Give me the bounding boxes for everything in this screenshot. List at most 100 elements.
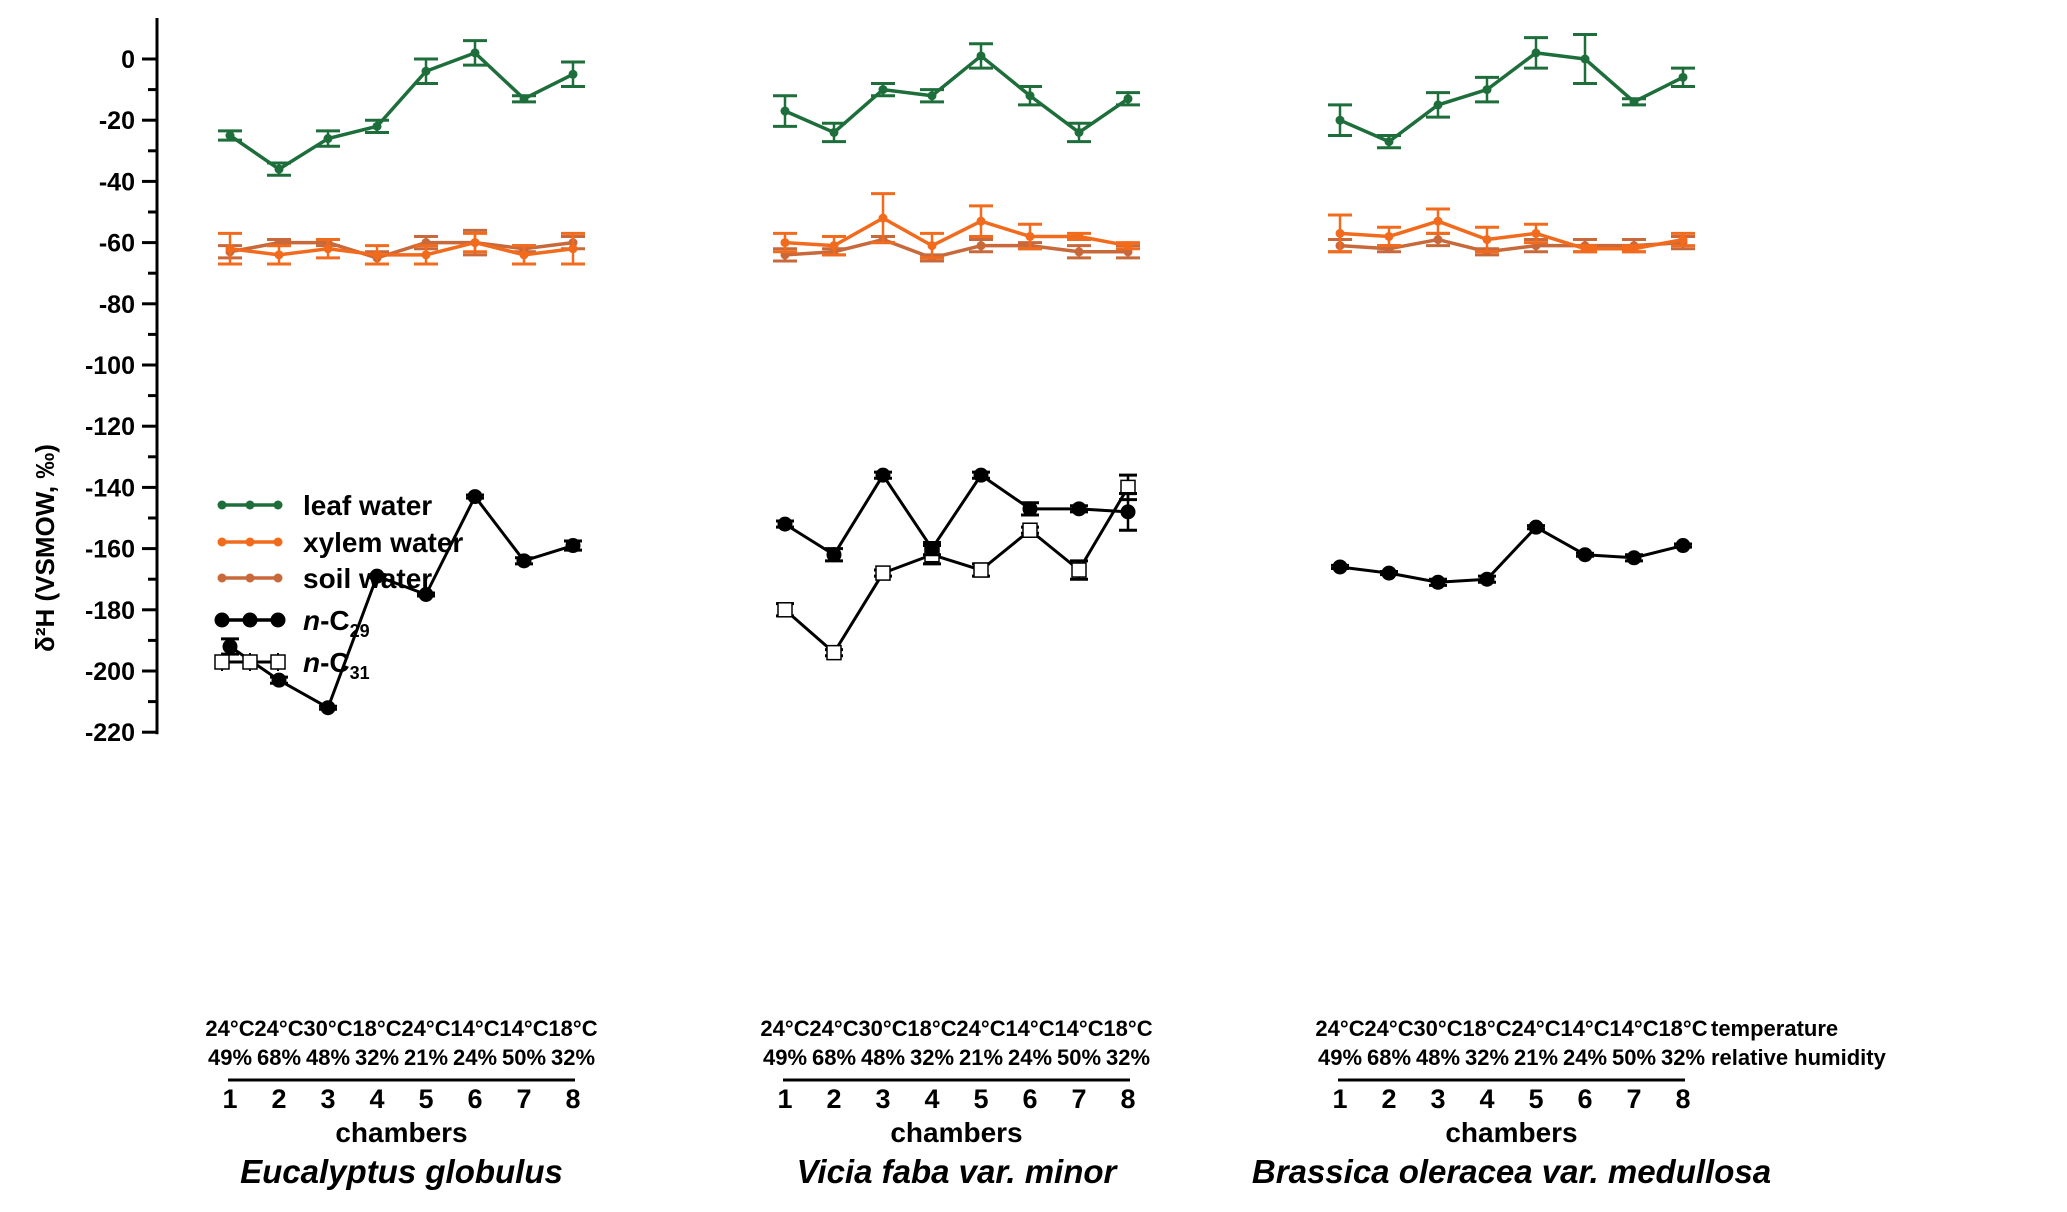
series-xylem	[218, 231, 585, 266]
humidity-label: 68%	[257, 1045, 301, 1070]
legend-entry-c29: n-C29	[214, 605, 370, 641]
legend-marker	[270, 654, 286, 670]
chamber-number: 5	[1528, 1084, 1543, 1114]
chamber-number: 7	[1071, 1084, 1086, 1114]
data-point-xylem	[421, 250, 431, 260]
data-point-leaf	[878, 85, 888, 95]
humidity-label: 48%	[1416, 1045, 1460, 1070]
humidity-label: 48%	[306, 1045, 350, 1070]
data-point-xylem	[1580, 244, 1590, 254]
data-point-xylem	[372, 250, 382, 260]
data-point-c29	[320, 700, 336, 716]
data-point-c29	[467, 489, 483, 505]
x-axis-label: chambers	[890, 1117, 1022, 1148]
data-point-leaf	[421, 66, 431, 76]
chamber-number: 3	[1430, 1084, 1445, 1114]
condition-labels: 24°C 24°C 30°C 18°C 24°C 14°C 14°C 18°C49% 68% 48…	[1315, 1016, 1707, 1070]
chamber-number: 5	[418, 1084, 433, 1114]
series-xylem	[773, 192, 1140, 260]
legend-marker	[273, 500, 283, 510]
y-tick-label: -160	[85, 536, 135, 564]
temperature-label: 14°C	[499, 1016, 548, 1041]
data-point-c29	[1430, 574, 1446, 590]
series-line-c29	[1339, 525, 1684, 584]
y-tick-label: -180	[85, 597, 135, 625]
data-point-xylem	[976, 216, 986, 226]
data-point-xylem	[829, 241, 839, 251]
panel-1: 24°C 24°C 30°C 18°C 24°C 14°C 14°C 18°C49% 68% 48…	[205, 39, 598, 1190]
data-point-xylem	[878, 213, 888, 223]
series-leaf	[1328, 33, 1695, 150]
chamber-number: 3	[320, 1084, 335, 1114]
legend-marker	[245, 537, 255, 547]
humidity-label: 32%	[1661, 1045, 1705, 1070]
data-point-leaf	[519, 94, 529, 104]
data-point-c29	[271, 672, 287, 688]
data-point-xylem	[1384, 231, 1394, 241]
data-point-leaf	[274, 164, 284, 174]
legend-label: soil water	[303, 563, 432, 594]
series-line-c29	[784, 473, 1129, 557]
legend-marker	[214, 654, 230, 670]
humidity-label: 50%	[1612, 1045, 1656, 1070]
data-point-leaf	[372, 121, 382, 131]
legend-marker	[273, 573, 283, 583]
humidity-label: 21%	[404, 1045, 448, 1070]
data-point-xylem	[274, 250, 284, 260]
data-point-leaf	[976, 51, 986, 61]
humidity-label: 24%	[453, 1045, 497, 1070]
temperature-label: 24°C	[809, 1016, 858, 1041]
series-line-xylem	[1339, 219, 1684, 251]
data-point-c29	[516, 553, 532, 569]
temperature-label: 24°C	[205, 1016, 254, 1041]
series-line-xylem	[229, 240, 574, 257]
condition-labels: 24°C 24°C 30°C 18°C 24°C 14°C 14°C 18°C49% 68% 48…	[760, 1016, 1152, 1070]
data-point-leaf	[780, 106, 790, 116]
humidity-label: 50%	[502, 1045, 546, 1070]
row-label-temperature: temperature	[1711, 1016, 1838, 1041]
legend-label-sub: 31	[350, 663, 370, 683]
temperature-label: 18°C	[1462, 1016, 1511, 1041]
temperature-label: 18°C	[1103, 1016, 1152, 1041]
chamber-number: 4	[1479, 1084, 1494, 1114]
data-point-c31	[973, 562, 989, 578]
data-point-xylem	[1531, 228, 1541, 238]
data-point-c29	[1479, 571, 1495, 587]
data-point-c29	[777, 516, 793, 532]
legend-marker	[217, 573, 227, 583]
y-axis: 0 -20 -40 -60 -80 -100 -120 -140 -160 -180 -200 -22…	[85, 18, 159, 747]
temperature-label: 14°C	[1609, 1016, 1658, 1041]
temperature-label: 30°C	[1413, 1016, 1462, 1041]
series-line-c29	[229, 495, 574, 710]
data-point-c29	[1528, 519, 1544, 535]
data-point-xylem	[780, 238, 790, 248]
temperature-label: 24°C	[1315, 1016, 1364, 1041]
data-point-c29	[222, 639, 238, 655]
humidity-label: 49%	[208, 1045, 252, 1070]
y-tick-label: -80	[99, 291, 135, 319]
chamber-number: 2	[271, 1084, 286, 1114]
legend-entry-leaf: leaf water	[217, 490, 432, 521]
species-label: Eucalyptus globulus	[240, 1153, 563, 1190]
humidity-label: 21%	[1514, 1045, 1558, 1070]
humidity-label: 49%	[1318, 1045, 1362, 1070]
data-point-leaf	[470, 48, 480, 58]
y-tick-label: -220	[85, 719, 135, 747]
data-point-soil	[976, 241, 986, 251]
y-tick-label: -100	[85, 352, 135, 380]
temperature-label: 24°C	[956, 1016, 1005, 1041]
condition-labels: 24°C 24°C 30°C 18°C 24°C 14°C 14°C 18°C49% 68% 48…	[205, 1016, 597, 1070]
legend-label-prefix: n	[303, 605, 320, 636]
data-point-xylem	[1482, 235, 1492, 245]
data-point-c31	[875, 565, 891, 581]
temperature-label: 18°C	[548, 1016, 597, 1041]
data-point-leaf	[323, 134, 333, 144]
row-label-humidity: relative humidity	[1711, 1045, 1887, 1070]
legend-label-prefix: n	[303, 647, 320, 678]
y-tick-label: -120	[85, 413, 135, 441]
series-xylem	[1328, 207, 1695, 254]
panel-3: 24°C 24°C 30°C 18°C 24°C 14°C 14°C 18°C49% 68% 48…	[1252, 33, 1771, 1190]
legend-label-main: -C	[320, 647, 350, 678]
series-line-c31	[784, 486, 1130, 655]
